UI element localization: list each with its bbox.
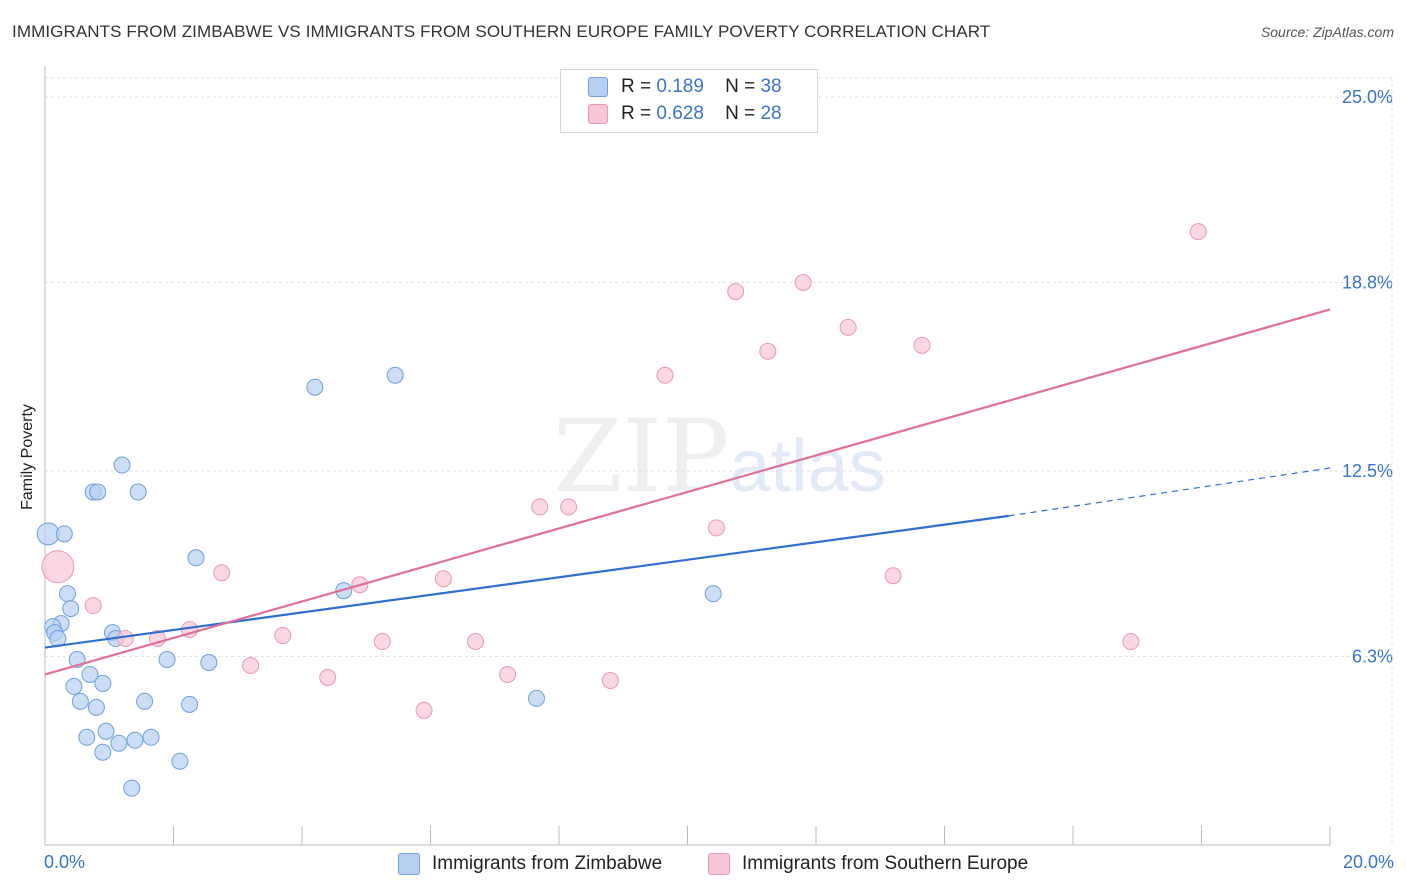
data-point bbox=[601, 671, 619, 689]
bottom-legend-label: Immigrants from Southern Europe bbox=[742, 853, 1029, 874]
data-point bbox=[913, 336, 931, 354]
x-tick-label-min: 0.0% bbox=[44, 852, 86, 872]
bottom-legend-label: Immigrants from Zimbabwe bbox=[432, 853, 663, 874]
data-point bbox=[62, 600, 80, 618]
legend-n-label: N = bbox=[725, 76, 756, 97]
chart-title: IMMIGRANTS FROM ZIMBABWE VS IMMIGRANTS F… bbox=[12, 22, 991, 41]
data-point bbox=[55, 525, 73, 543]
data-point bbox=[213, 564, 231, 582]
data-point bbox=[707, 519, 725, 537]
bottom-legend-zimbabwe: Immigrants from Zimbabwe bbox=[398, 852, 662, 876]
data-point bbox=[126, 731, 144, 749]
x-tick-label-max: 20.0% bbox=[1342, 852, 1394, 872]
data-point bbox=[142, 728, 160, 746]
watermark-atlas: atlas bbox=[729, 424, 886, 507]
y-axis-label: Family Poverty bbox=[19, 404, 36, 510]
data-point bbox=[94, 743, 112, 761]
y-tick-label: 12.5% bbox=[1342, 461, 1393, 481]
data-point bbox=[87, 698, 105, 716]
data-point bbox=[41, 550, 75, 584]
trend-line-extension bbox=[1008, 467, 1331, 517]
data-point bbox=[113, 456, 131, 474]
data-point bbox=[58, 585, 76, 603]
y-tick-label: 25.0% bbox=[1342, 87, 1393, 107]
legend-r-label: R = bbox=[621, 103, 652, 124]
legend-r-value: 0.189 bbox=[656, 76, 704, 97]
watermark: ZIPatlas bbox=[553, 398, 886, 515]
source-label: Source: ZipAtlas.com bbox=[1260, 24, 1394, 40]
watermark-zip: ZIP bbox=[553, 398, 730, 515]
data-point bbox=[528, 689, 546, 707]
trend-line bbox=[44, 514, 1009, 649]
legend-n-value: 28 bbox=[760, 103, 782, 124]
data-point bbox=[116, 630, 134, 648]
data-point bbox=[136, 692, 154, 710]
data-point bbox=[839, 318, 857, 336]
data-point bbox=[200, 653, 218, 671]
data-point bbox=[123, 779, 141, 797]
data-point bbox=[89, 483, 107, 501]
data-point bbox=[181, 695, 199, 713]
data-point bbox=[171, 752, 189, 770]
correlation-legend: R = 0.189 N = 38 R = 0.628 N = 28 bbox=[560, 69, 818, 133]
legend-r-value: 0.628 bbox=[656, 103, 704, 124]
bottom-legend-swatch-pink bbox=[708, 853, 730, 875]
data-point bbox=[129, 483, 147, 501]
data-point bbox=[306, 378, 324, 396]
data-point bbox=[94, 674, 112, 692]
data-point bbox=[319, 668, 337, 686]
data-point bbox=[274, 627, 292, 645]
data-point bbox=[1122, 633, 1140, 651]
legend-n-value: 38 bbox=[760, 76, 782, 97]
data-point bbox=[499, 665, 517, 683]
data-point bbox=[415, 701, 433, 719]
y-tick-label: 18.8% bbox=[1342, 273, 1393, 293]
data-point bbox=[187, 549, 205, 567]
data-point bbox=[531, 498, 549, 516]
data-point bbox=[727, 282, 745, 300]
data-point bbox=[110, 734, 128, 752]
data-point bbox=[560, 498, 578, 516]
data-point bbox=[884, 567, 902, 585]
legend-swatch-blue bbox=[588, 77, 608, 97]
data-point bbox=[242, 656, 260, 674]
data-point bbox=[78, 728, 96, 746]
legend-swatch-pink bbox=[588, 104, 608, 124]
data-point bbox=[81, 665, 99, 683]
data-point bbox=[71, 692, 89, 710]
data-point bbox=[759, 342, 777, 360]
y-tick-label: 6.3% bbox=[1352, 647, 1393, 667]
legend-r-label: R = bbox=[621, 76, 652, 97]
data-point bbox=[84, 597, 102, 615]
data-point bbox=[656, 366, 674, 384]
data-point bbox=[466, 633, 484, 651]
bottom-legend-southern-europe: Immigrants from Southern Europe bbox=[708, 852, 1028, 876]
bottom-legend-swatch-blue bbox=[398, 853, 420, 875]
legend-n-label: N = bbox=[725, 103, 756, 124]
trend-line bbox=[44, 308, 1331, 676]
data-point bbox=[158, 650, 176, 668]
data-point bbox=[97, 722, 115, 740]
data-point bbox=[794, 274, 812, 292]
data-point bbox=[65, 677, 83, 695]
data-point bbox=[373, 633, 391, 651]
data-point bbox=[434, 570, 452, 588]
data-point bbox=[386, 366, 404, 384]
data-point bbox=[1189, 223, 1207, 241]
data-point bbox=[704, 585, 722, 603]
